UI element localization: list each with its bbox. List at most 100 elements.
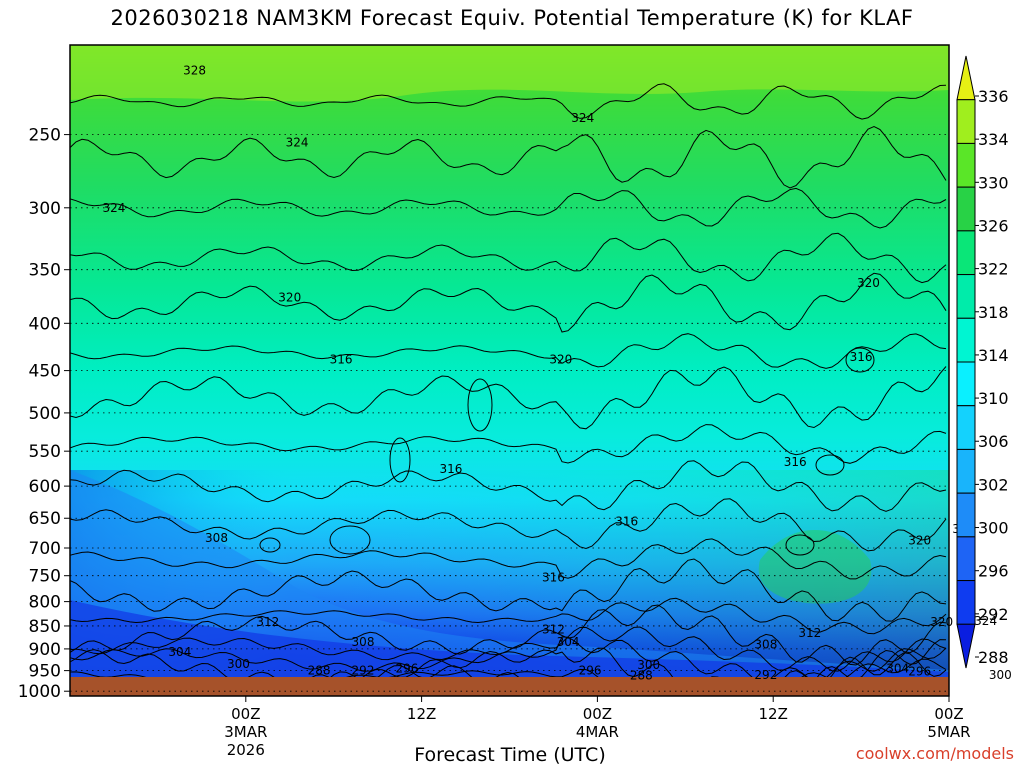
colorbar-tick-label: 314 [978, 346, 1009, 365]
colorbar-tick-label: 300 [978, 519, 1009, 538]
colorbar-band [956, 623, 976, 669]
y-tick-label: 350 [29, 261, 61, 281]
contour-label: 316 [330, 353, 353, 367]
contour-cell [785, 534, 815, 556]
colorbar-band [956, 99, 976, 144]
y-tick-label: 400 [29, 314, 61, 334]
contour-line [70, 558, 947, 622]
contour-label: 308 [352, 635, 375, 649]
credit-link[interactable]: coolwx.com/models [855, 744, 1014, 763]
colorbar-tick-label: 302 [978, 475, 1009, 494]
contour-line [70, 125, 947, 189]
x-tick-label: 12Z [759, 705, 788, 723]
contour-label: 316 [439, 462, 462, 476]
colorbar-band [956, 186, 976, 232]
pressure-gridlines [70, 134, 949, 692]
colorbar-tick-label: 336 [978, 87, 1009, 106]
contour-line [70, 597, 947, 635]
contour-line [70, 187, 947, 229]
contour-label: 292 [754, 668, 777, 682]
contour-label: 296 [395, 661, 418, 675]
contour-line [70, 639, 947, 677]
contour-label: 320 [278, 290, 301, 304]
contour-label: 320 [908, 533, 931, 547]
colorbar-tick-label: 318 [978, 303, 1009, 322]
contour-label: 288 [308, 664, 331, 678]
colorbar-band [956, 317, 976, 363]
y-tick-label: 500 [29, 404, 61, 424]
y-tick-label: 450 [29, 362, 61, 382]
contour-label: 324 [571, 111, 594, 125]
y-tick-label: 850 [29, 617, 61, 637]
contour-line [70, 626, 947, 672]
contour-label: 316 [542, 570, 565, 584]
contour-label: 324 [974, 614, 997, 628]
contour-line [70, 498, 947, 552]
colorbar-tick-label: 296 [978, 562, 1009, 581]
y-tick-label: 900 [29, 640, 61, 660]
y-tick-label: 550 [29, 442, 61, 462]
contour-label: 316 [784, 455, 807, 469]
y-axis: 250 300 350 400 450 500 550 600 650 700 750 800 850 9… [18, 126, 70, 702]
y-tick-label: 300 [29, 199, 61, 219]
colorbar-band [956, 274, 976, 319]
contour-line [70, 636, 947, 677]
contour-label: 320 [549, 353, 572, 367]
contour-line [70, 366, 947, 430]
colorbar: 336 334 330 326 322 318 314 310 306 302 300 296 292 2… [956, 55, 1009, 669]
contour-label: 304 [886, 661, 909, 675]
contour-label: 320 [857, 276, 880, 290]
y-tick-label: 750 [29, 567, 61, 587]
contour-cell [815, 454, 845, 476]
contour-line [70, 538, 947, 580]
chart-title: 2026030218 NAM3KM Forecast Equiv. Potent… [110, 6, 914, 30]
x-tick-label: 2026 [227, 741, 265, 759]
colorbar-band [956, 405, 976, 450]
contour-label: 324 [286, 136, 309, 150]
contour-cell [329, 525, 371, 555]
contour-label: 304 [168, 645, 191, 659]
y-tick-label: 950 [29, 662, 61, 682]
contour-label: 308 [205, 531, 228, 545]
colorbar-tick-label: 292 [978, 605, 1009, 624]
x-tick-label: 4MAR [576, 723, 619, 741]
contour-cell [259, 537, 281, 553]
contour-cell [845, 347, 875, 373]
contour-label: 312 [256, 615, 279, 629]
colorbar-tick-label: 288 [978, 648, 1009, 667]
colorbar-band [956, 230, 976, 276]
colorbar-band [956, 536, 976, 582]
contour-label: 312 [542, 622, 565, 636]
y-tick-label: 800 [29, 593, 61, 613]
x-axis-title: Forecast Time (UTC) [414, 744, 606, 766]
colorbar-band [956, 55, 976, 101]
contour-label: 296 [908, 664, 931, 678]
contour-line [70, 604, 947, 666]
contour-label: 292 [352, 664, 375, 678]
x-tick-label: 00Z [934, 705, 963, 723]
contour-line [70, 83, 947, 120]
colorbar-tick-label: 310 [978, 389, 1009, 408]
contour-line [330, 652, 947, 677]
contour-line [70, 232, 947, 284]
y-tick-label: 250 [29, 126, 61, 146]
contour-line [70, 658, 947, 677]
x-tick-label: 5MAR [927, 723, 970, 741]
contour-cell [389, 437, 411, 483]
colorbar-band [956, 492, 976, 538]
contour-line [70, 333, 947, 369]
contour-line [70, 460, 947, 512]
contour-cell [467, 378, 493, 432]
x-tick-label: 00Z [231, 705, 260, 723]
contour-label: 300 [637, 658, 660, 672]
contour-label: 312 [798, 626, 821, 640]
x-tick-label: 00Z [583, 705, 612, 723]
field-shading-boundary-layer [70, 600, 949, 677]
colorbar-tick-label: 334 [978, 130, 1009, 149]
field-shading-warm-top [70, 45, 949, 102]
contour-label: 308 [754, 637, 777, 651]
y-tick-label: 650 [29, 509, 61, 529]
contour-label: 296 [579, 664, 602, 678]
